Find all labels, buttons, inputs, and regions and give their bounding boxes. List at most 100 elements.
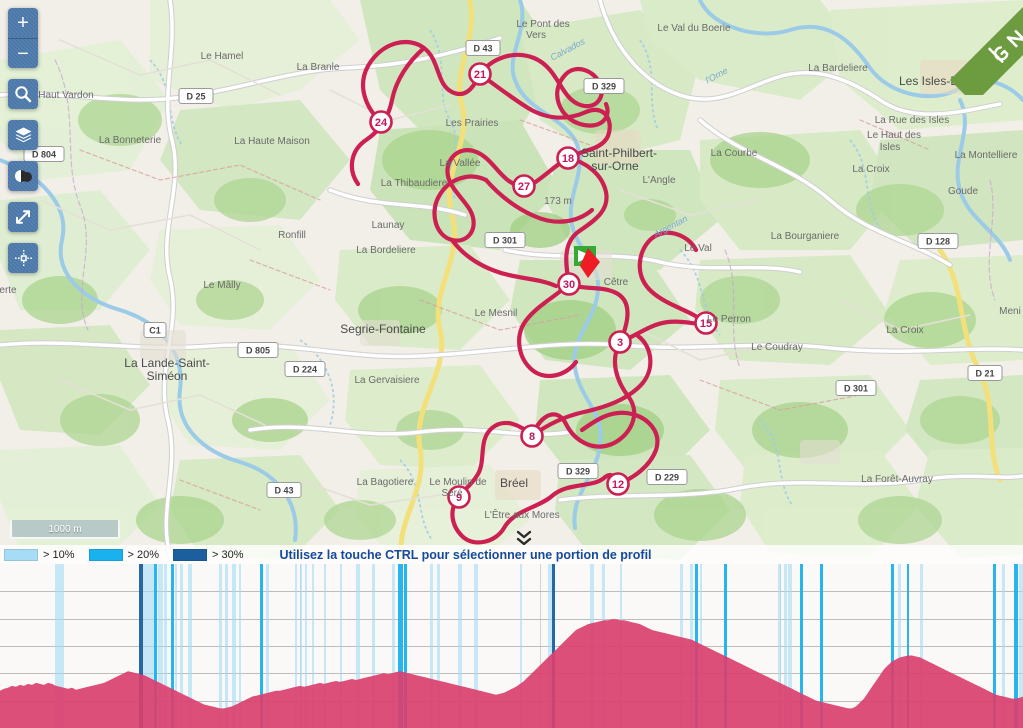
slope-band-10 (324, 564, 326, 728)
svg-text:C1: C1 (149, 326, 161, 336)
map-place-label: La Montelliere (955, 150, 1018, 161)
map-place-label: La Gervaisiere (354, 375, 419, 386)
slope-band-10 (55, 564, 64, 728)
slope-band-10 (920, 564, 923, 728)
plus-icon: + (17, 12, 29, 34)
map-place-label: erte (0, 285, 17, 296)
slope-band-10 (295, 564, 297, 728)
slope-band-10 (164, 564, 167, 728)
svg-text:D 21: D 21 (975, 369, 994, 379)
zoom-control-group: + − (8, 8, 38, 68)
fullscreen-control-group (8, 202, 38, 232)
slope-band-10 (1019, 564, 1023, 728)
slope-band-20 (171, 564, 174, 728)
road-shield: D 229 (646, 469, 688, 485)
measure-control-group (8, 243, 38, 273)
slope-band-10 (784, 564, 787, 728)
slope-band-10 (788, 564, 792, 728)
elevation-profile-panel[interactable] (0, 564, 1023, 728)
waypoint-marker-3[interactable]: 3 (608, 330, 632, 354)
profile-ctrl-hint: Utilisez la touche CTRL pour sélectionne… (279, 547, 652, 562)
slope-band-10 (898, 564, 901, 728)
waypoint-marker-12[interactable]: 12 (606, 472, 630, 496)
profile-slope-bands (55, 564, 1023, 728)
map-place-label: Le Hamel (201, 51, 244, 62)
map-place-label: sur-Orne (591, 159, 639, 173)
slope-band-30 (552, 564, 555, 728)
waypoint-marker-21[interactable]: 21 (468, 62, 492, 86)
map-place-label: Isles (880, 142, 901, 153)
slope-band-10 (232, 564, 236, 728)
slope-20-swatch (88, 548, 123, 561)
map-place-label: Le Val (684, 243, 712, 254)
map-place-label: Launay (372, 220, 405, 231)
profile-legend-bar: > 10% > 20% > 30% Utilisez la touche CTR… (0, 545, 1023, 564)
road-shield: C1 (143, 322, 167, 338)
layers-button[interactable] (8, 120, 38, 150)
map-place-label: La Bourganiere (771, 231, 840, 242)
map-place-label: La Bardeliere (808, 63, 868, 74)
slope-band-20 (1014, 564, 1018, 728)
search-button[interactable] (8, 79, 38, 109)
slope-band-10 (372, 564, 375, 728)
slope-20-label: > 20% (127, 548, 160, 561)
waypoint-marker-15[interactable]: 15 (694, 311, 718, 335)
slope-band-20 (820, 564, 823, 728)
waypoint-label: 3 (617, 337, 623, 349)
waypoint-marker-27[interactable]: 27 (512, 174, 536, 198)
elevation-profile-chart[interactable] (0, 564, 1023, 728)
zoom-out-button[interactable]: − (8, 38, 38, 68)
map-place-label: La Thibaudiere (381, 178, 448, 189)
svg-text:D 43: D 43 (274, 486, 293, 496)
waypoint-label: 15 (700, 318, 712, 330)
waypoint-label: 21 (474, 69, 486, 81)
map-place-label: Meni (999, 306, 1021, 317)
map-place-label: L'Angle (642, 175, 675, 186)
slope-band-10 (340, 564, 342, 728)
search-icon (15, 86, 32, 103)
slope-band-10 (437, 564, 440, 728)
slope-band-20 (398, 564, 403, 728)
contrast-icon (15, 170, 32, 182)
start-finish-markers[interactable] (574, 246, 600, 278)
svg-text:D 25: D 25 (186, 92, 205, 102)
waypoint-marker-24[interactable]: 24 (369, 110, 393, 134)
waypoint-marker-30[interactable]: 30 (557, 272, 581, 296)
waypoint-layer[interactable]: 21 24 18 27 30 15 3 8 12 9 (369, 62, 718, 509)
opacity-button[interactable] (8, 161, 38, 191)
waypoint-marker-8[interactable]: 8 (520, 424, 544, 448)
slope-band-10 (312, 564, 314, 728)
fullscreen-button[interactable] (8, 202, 38, 232)
route-track[interactable] (349, 39, 709, 545)
svg-text:D 805: D 805 (246, 346, 270, 356)
waypoint-marker-9[interactable]: 9 (447, 485, 471, 509)
map-place-label: La Vallée (440, 158, 481, 169)
road-shield: D 329 (557, 463, 599, 479)
layers-icon (15, 127, 31, 143)
map-place-label: La Forêt-Auvray (861, 474, 933, 485)
svg-text:D 128: D 128 (926, 237, 950, 247)
map-place-label: Seré (441, 488, 463, 499)
slope-band-10 (239, 564, 241, 728)
slope-10-swatch (4, 548, 38, 561)
map-place-label: Ronfill (278, 230, 306, 241)
road-shield: D 25 (178, 88, 214, 104)
measure-button[interactable] (8, 243, 38, 273)
collapse-profile-button[interactable] (511, 527, 537, 549)
svg-text:D 301: D 301 (844, 384, 868, 394)
slope-30-swatch (173, 548, 207, 561)
road-shield: D 43 (266, 482, 302, 498)
minus-icon: − (17, 42, 29, 65)
waypoint-marker-18[interactable]: 18 (556, 146, 580, 170)
map-place-label: 173 m (544, 196, 572, 207)
slope-30-label: > 30% (212, 548, 244, 561)
road-shield: D 224 (284, 361, 326, 377)
map-place-label: Les Isles-Bardel (899, 74, 985, 88)
slope-band-10 (305, 564, 307, 728)
map-place-label: La Rue des Isles (875, 115, 950, 126)
map-place-label: Le Mâlly (203, 280, 240, 291)
map-place-label: La Lande-Saint- (124, 356, 209, 370)
road-shield: D 21 (967, 365, 1003, 381)
zoom-in-button[interactable]: + (8, 8, 38, 38)
